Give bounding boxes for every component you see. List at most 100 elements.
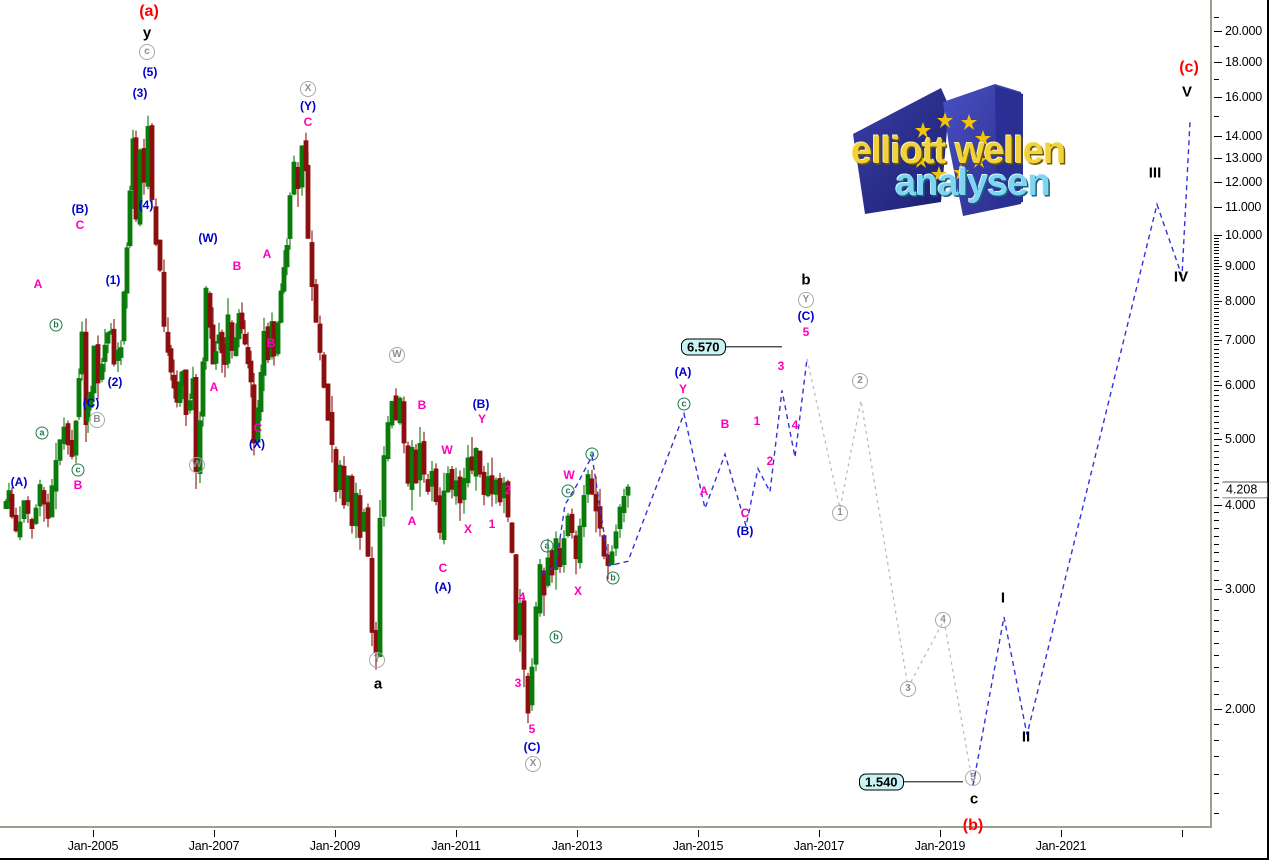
price-minor-tick	[1214, 344, 1219, 346]
time-tick	[456, 830, 457, 837]
wave-label-iv-79: IV	[1173, 268, 1189, 286]
price-tick	[1214, 439, 1222, 441]
price-tick	[1214, 235, 1222, 237]
price-tick-label: 12.000	[1225, 174, 1263, 189]
price-minor-tick	[1214, 421, 1219, 423]
wave-label-c-7: C	[75, 218, 85, 232]
wave-label-3-43: 3	[514, 676, 522, 690]
wave-label-b-13: B	[89, 412, 105, 428]
price-minor-tick	[1214, 259, 1219, 261]
price-tick	[1214, 708, 1222, 710]
eu-flag-icon	[853, 84, 1023, 216]
price-axis[interactable]: 20.000 18.000 16.000 14.000 13.000 12.000 11.0…	[1214, 0, 1270, 830]
price-minor-tick	[1214, 79, 1219, 81]
wave-label-y-27: (Y)	[300, 99, 316, 113]
price-tick	[1214, 96, 1222, 98]
price-tag-6570[interactable]: 6.570	[681, 338, 726, 356]
wave-label-c-28: C	[303, 115, 313, 129]
current-price-marker[interactable]: 4.208	[1216, 481, 1268, 499]
wave-label-b-53: b	[606, 571, 620, 585]
time-tick	[577, 830, 578, 837]
wave-label-b-58: B	[720, 417, 730, 431]
wave-label-2-62: 2	[766, 454, 774, 468]
projection-grey-alternate	[806, 358, 974, 786]
price-tick	[1214, 266, 1222, 268]
wave-label-3-71: 3	[900, 681, 916, 697]
time-tick	[940, 830, 941, 837]
wave-label-1-69: 1	[832, 505, 848, 521]
price-minor-tick	[1214, 561, 1219, 563]
wave-label-1-61: 1	[753, 414, 761, 428]
price-tick	[1214, 385, 1222, 387]
price-minor-tick	[1214, 497, 1219, 499]
price-minor-tick	[1214, 315, 1219, 317]
time-tick-label: Jan-2005	[67, 839, 119, 853]
price-minor-tick	[1214, 241, 1219, 243]
wave-label-i-76: I	[1000, 589, 1006, 607]
time-tick-label: Jan-2011	[431, 839, 481, 853]
time-tick	[1182, 830, 1183, 837]
price-minor-tick	[1214, 262, 1219, 264]
wave-label-b-32: B	[417, 398, 427, 412]
price-tick-label: 20.000	[1225, 24, 1263, 39]
price-tag-1540[interactable]: 1.540	[859, 773, 904, 791]
price-minor-tick	[1214, 276, 1219, 278]
price-tick	[1214, 589, 1222, 591]
wave-label-ii-77: II	[1021, 728, 1031, 746]
price-minor-tick	[1214, 366, 1219, 368]
logo-text-line1: elliott wellen	[851, 130, 1066, 172]
price-tick-label: 4.000	[1225, 497, 1256, 512]
price-minor-tick	[1214, 247, 1219, 249]
price-minor-tick	[1214, 774, 1219, 776]
wave-label-5-3: (5)	[142, 65, 158, 79]
price-minor-tick	[1214, 793, 1219, 795]
wave-label-b-16: B	[73, 478, 83, 492]
price-minor-tick	[1214, 390, 1219, 392]
price-minor-tick	[1214, 680, 1219, 682]
time-tick	[335, 830, 336, 837]
price-minor-tick	[1214, 327, 1219, 329]
wave-label-iii-78: III	[1148, 164, 1162, 182]
price-minor-tick	[1214, 642, 1219, 644]
price-tick-label: 2.000	[1225, 701, 1256, 716]
wave-label-c-35: C	[438, 561, 448, 575]
wave-label-c-74: c	[969, 790, 979, 808]
wave-label-b-37: (B)	[472, 397, 490, 411]
price-tick-label: 13.000	[1225, 150, 1263, 165]
time-axis[interactable]: Jan-2005 Jan-2007 Jan-2009 Jan-2011 Jan-2013…	[0, 830, 1270, 861]
price-minor-tick	[1214, 756, 1219, 758]
wave-label-a-9: A	[33, 277, 43, 291]
wave-label-4-42: 4	[518, 590, 526, 604]
wave-label-2-41: 2	[504, 483, 512, 497]
price-tick	[1214, 207, 1222, 209]
price-minor-tick	[1214, 739, 1219, 741]
wave-label-1-40: 1	[488, 517, 496, 531]
price-minor-tick	[1214, 519, 1219, 521]
price-minor-tick	[1214, 297, 1219, 299]
wave-label-b-48: b	[549, 630, 563, 644]
price-tick-label: 10.000	[1225, 228, 1263, 243]
wave-label-v-80: V	[1181, 83, 1193, 101]
wave-label-a-31: a	[373, 675, 383, 693]
price-tick-label: 16.000	[1225, 89, 1263, 104]
price-tick-label: 7.000	[1225, 333, 1256, 348]
price-minor-tick	[1214, 244, 1219, 246]
wave-label-x-25: (X)	[249, 437, 265, 451]
price-minor-tick	[1214, 357, 1219, 359]
price-minor-tick	[1214, 46, 1219, 48]
price-minor-tick	[1214, 543, 1219, 545]
wave-label-2-70: 2	[852, 373, 868, 389]
price-minor-tick	[1214, 286, 1219, 288]
price-minor-tick	[1214, 694, 1219, 696]
price-minor-tick	[1214, 535, 1219, 537]
price-minor-tick	[1214, 282, 1219, 284]
time-tick-label: Jan-2015	[672, 839, 724, 853]
wave-label-c-66: (C)	[797, 309, 815, 323]
wave-label-4-5: (4)	[138, 198, 154, 212]
price-tick-label: 5.000	[1225, 432, 1256, 447]
wave-label-4-64: 4	[791, 418, 799, 432]
time-tick-label: Jan-2013	[551, 839, 603, 853]
price-minor-tick	[1214, 476, 1219, 478]
price-minor-tick	[1214, 552, 1219, 554]
wave-label-b-75: (b)	[962, 817, 984, 834]
